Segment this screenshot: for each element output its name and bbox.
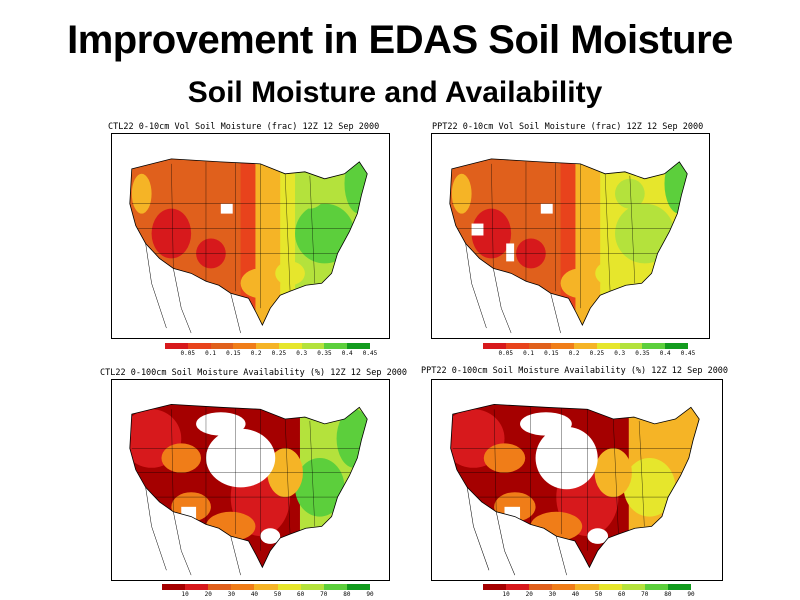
colorbar-swatch [233,343,257,349]
colorbar-tick-label: 0.25 [271,350,287,357]
colorbar-swatch [254,584,278,590]
colorbar-tick-label: 70 [641,591,649,598]
colorbar-swatch [665,343,689,349]
colorbar-tick-label: 0.45 [680,350,696,357]
colorbar-swatch [208,584,232,590]
colorbar-swatch [185,584,209,590]
map-ctl-0-10 [111,133,390,339]
colorbar-tick-label: 0.4 [659,350,671,357]
colorbar-tick-label: 0.35 [635,350,650,357]
colorbar-swatch [529,584,553,590]
colorbar-swatch [596,343,620,349]
page-subtitle: Soil Moisture and Availability [187,76,603,109]
soil-moisture-map [449,158,688,334]
soil-moisture-map [129,403,368,576]
colorbar-tick-label: 0.2 [250,350,262,357]
colorbar-tick-label: 20 [204,591,212,598]
colorbar-labels-ppt-0-10: 0.05 0.1 0.15 0.2 0.25 0.3 0.35 0.4 0.45 [483,350,696,358]
colorbar-swatch [301,343,325,349]
colorbar-swatch [187,343,211,349]
panel-title-ctl-0-100: CTL22 0-100cm Soil Moisture Availability… [100,368,408,378]
colorbar-tick-label: 0.05 [180,350,195,357]
colorbar-tick-label: 10 [502,591,510,598]
page-title: Improvement in EDAS Soil Moisture [67,18,733,62]
colorbar-tick-label: 60 [618,591,626,598]
colorbar-tick-label: 20 [525,591,533,598]
colorbar-swatch [231,584,255,590]
colorbar-tick-label: 0.05 [498,350,513,357]
colorbar-tick-label: 80 [343,591,351,598]
colorbar-swatch [574,343,597,349]
colorbar-ctl-0-10 [165,343,371,353]
colorbar-swatch [277,584,301,590]
colorbar-swatch [619,343,643,349]
colorbar-tick-label: 0.3 [614,350,626,357]
panel-title-ppt-0-10: PPT22 0-10cm Vol Soil Moisture (frac) 12… [432,122,704,132]
colorbar-labels-ctl-0-10: 0.05 0.1 0.15 0.2 0.25 0.3 0.35 0.4 0.45 [165,350,378,358]
colorbar-ppt-0-10 [483,343,689,353]
colorbar-tick-label: 0.4 [341,350,353,357]
panel-title-ppt-0-100: PPT22 0-100cm Soil Moisture Availability… [421,366,729,376]
map-ctl-0-100 [111,379,390,581]
colorbar-swatch [323,584,347,590]
colorbar-tick-label: 70 [320,591,328,598]
colorbar-tick-label: 0.1 [205,350,216,357]
colorbar-swatch [347,343,371,349]
colorbar-labels-ppt-0-100: 10 20 30 40 50 60 70 80 90 [483,591,695,599]
colorbar-tick-label: 90 [366,591,374,598]
colorbar-labels-ctl-0-100: 10 20 30 40 50 60 70 80 90 [162,591,374,599]
colorbar-swatch [483,343,506,349]
colorbar-swatch [551,343,575,349]
colorbar-swatch [324,343,348,349]
colorbar-tick-label: 0.1 [523,350,534,357]
colorbar-swatch [621,584,645,590]
colorbar-tick-label: 90 [687,591,695,598]
colorbar-tick-label: 40 [250,591,259,598]
colorbar-swatch [278,343,302,349]
colorbar-swatch [642,343,666,349]
colorbar-swatch [528,343,552,349]
colorbar-tick-label: 0.2 [568,350,580,357]
colorbar-tick-label: 50 [594,591,603,598]
colorbar-tick-label: 0.15 [226,350,241,357]
colorbar-tick-label: 60 [297,591,305,598]
colorbar-tick-label: 0.45 [362,350,378,357]
colorbar-swatch [165,343,188,349]
soil-moisture-map [450,403,700,576]
colorbar-tick-label: 30 [227,591,235,598]
colorbar-swatch [210,343,234,349]
colorbar-swatch [552,584,576,590]
colorbar-tick-label: 30 [548,591,556,598]
colorbar-tick-label: 0.35 [317,350,332,357]
colorbar-swatch [598,584,622,590]
colorbar-swatch [300,584,324,590]
colorbar-tick-label: 0.3 [296,350,308,357]
colorbar-ppt-0-100 [483,584,691,594]
colorbar-tick-label: 40 [571,591,580,598]
colorbar-swatch [575,584,599,590]
soil-moisture-map [129,158,368,334]
colorbar-swatch [483,584,507,590]
colorbar-tick-label: 10 [181,591,189,598]
colorbar-swatch [506,584,530,590]
colorbar-tick-label: 80 [664,591,672,598]
colorbar-tick-label: 0.25 [589,350,605,357]
colorbar-swatch [346,584,370,590]
colorbar-tick-label: 50 [273,591,282,598]
colorbar-swatch [667,584,691,590]
colorbar-swatch [505,343,529,349]
panel-title-ctl-0-10: CTL22 0-10cm Vol Soil Moisture (frac) 12… [108,122,380,132]
colorbar-tick-label: 0.15 [544,350,559,357]
colorbar-swatch [644,584,668,590]
colorbar-swatch [162,584,186,590]
colorbar-swatch [256,343,279,349]
map-ppt-0-100 [431,379,723,581]
colorbar-ctl-0-100 [162,584,370,594]
map-ppt-0-10 [431,133,710,339]
